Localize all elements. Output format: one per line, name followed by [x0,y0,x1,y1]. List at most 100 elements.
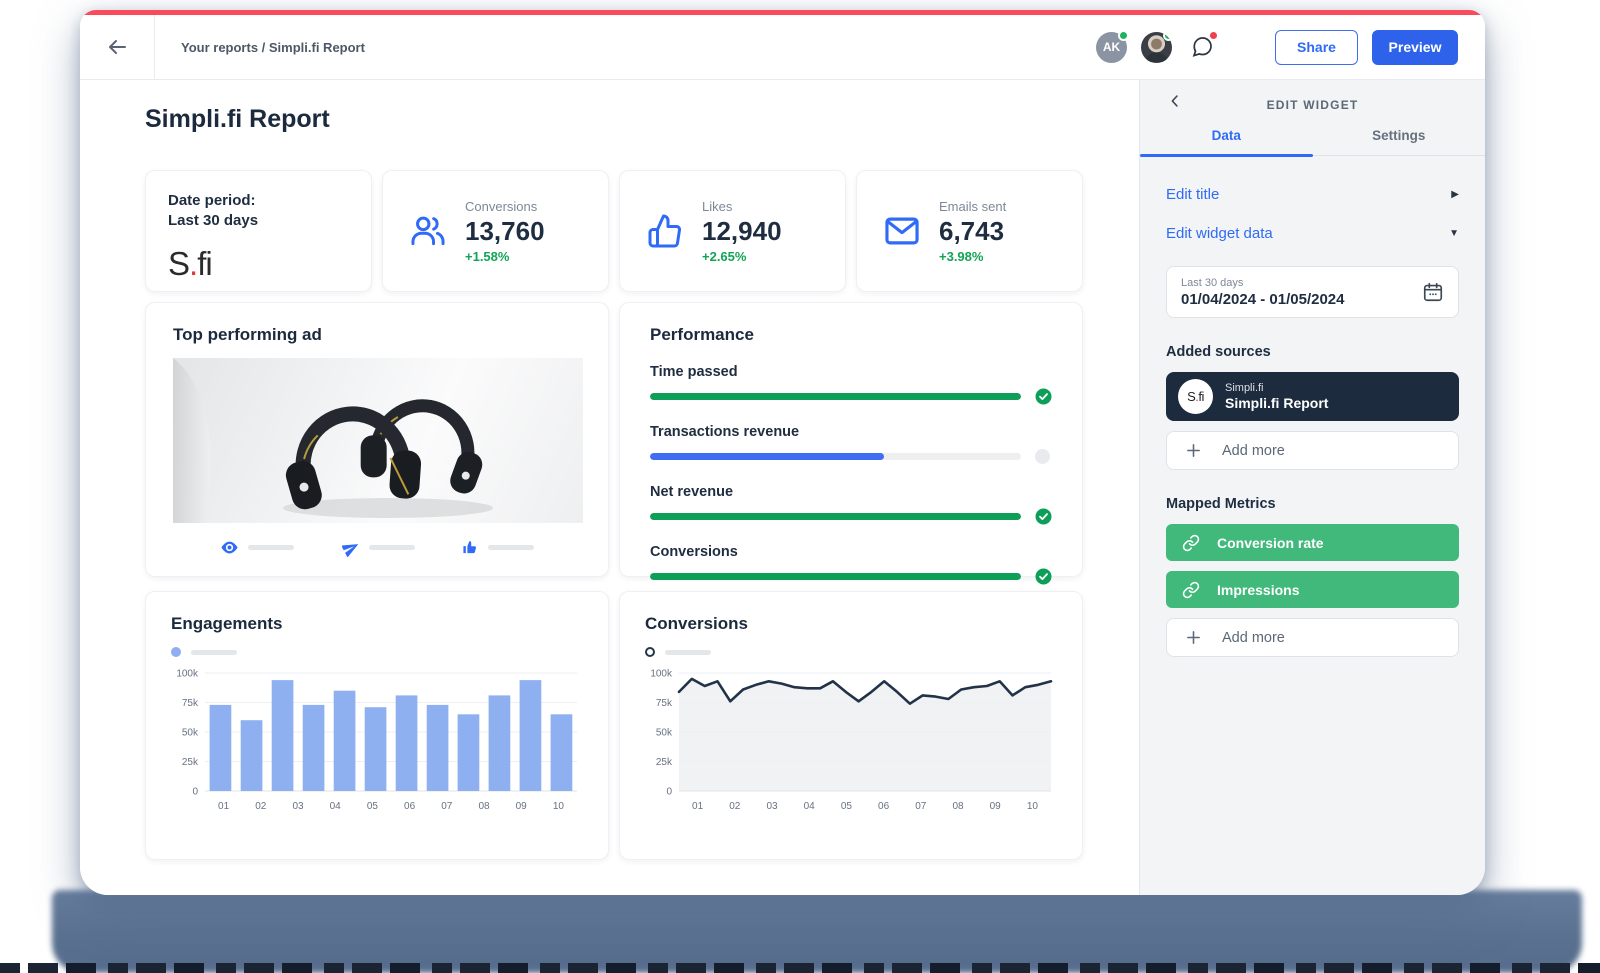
headphone-front [285,406,422,510]
ad-stat-sends [341,539,415,557]
kpi-label: Emails sent [939,198,1007,214]
card-title: Performance [650,325,754,344]
preview-button[interactable]: Preview [1372,29,1458,65]
performance-label: Net revenue [650,484,734,500]
online-dot [1163,31,1172,41]
add-more-label: Add more [1222,629,1285,646]
add-more-label: Add more [1222,442,1285,459]
edit-title-row[interactable]: Edit title ▶ [1166,186,1459,203]
svg-text:75k: 75k [182,698,199,709]
chart-legend [645,647,1057,657]
kpi-delta: +1.58% [465,248,510,264]
status-icon [1035,388,1052,405]
topbar: Your reports / Simpli.fi Report AK [80,15,1485,80]
kpi-label: Likes [702,198,733,214]
legend-dot [645,647,655,657]
svg-text:04: 04 [804,801,816,812]
kpi-value: 6,743 [939,215,1005,246]
metric-conversion-rate[interactable]: Conversion rate [1166,524,1459,561]
svg-text:0: 0 [192,787,198,798]
svg-text:100k: 100k [176,669,199,680]
svg-text:08: 08 [952,801,964,812]
mapped-metrics-label: Mapped Metrics [1166,496,1276,512]
date-range-value: 01/04/2024 - 01/05/2024 [1181,290,1345,308]
chevron-left-icon[interactable] [1166,92,1184,110]
svg-text:10: 10 [1027,801,1039,812]
edit-title-link[interactable]: Edit title [1166,186,1220,203]
progress-fill [650,513,1021,520]
svg-text:75k: 75k [656,698,673,709]
source-card-simplifi[interactable]: S. fi Simpli.fi Simpli.fi Report [1166,372,1459,421]
source-report-name: Simpli.fi Report [1225,395,1329,411]
avatar-initials-text: AK [1102,40,1121,54]
avatar-initials[interactable]: AK [1096,29,1129,63]
online-dot [1118,29,1129,41]
performance-label: Conversions [650,544,738,560]
date-preset-label: Last 30 days [1181,276,1244,289]
svg-text:06: 06 [404,801,416,812]
panel-header: EDIT WIDGET [1140,80,1485,116]
plus-icon [1187,631,1200,644]
svg-text:50k: 50k [182,728,199,739]
share-button[interactable]: Share [1275,29,1358,65]
edit-widget-panel: EDIT WIDGET Data Settings Edit title ▶ E… [1139,80,1485,895]
date-period-label: Date period: [168,192,256,209]
performance-card[interactable]: Performance Time passed Transactions rev… [619,302,1083,585]
svg-text:10: 10 [553,801,565,812]
svg-text:25k: 25k [182,757,199,768]
kpi-delta: +3.98% [939,248,984,264]
performance-row: Net revenue [650,484,1052,525]
kpi-delta: +2.65% [702,248,747,264]
thumbs-up-icon [463,541,476,554]
engagements-chart-card[interactable]: Engagements 0 25k 50k 75k 100k 01 02 03 04 05 06 07… [145,591,609,860]
link-icon [1182,534,1200,551]
source-network: Simpli.fi [1225,382,1264,394]
back-button[interactable] [80,15,155,79]
svg-text:0: 0 [666,787,672,798]
tab-data[interactable]: Data [1140,128,1313,157]
legend-dot [171,647,181,657]
breadcrumb[interactable]: Your reports / Simpli.fi Report [181,39,365,55]
svg-text:05: 05 [841,801,853,812]
app-window: Your reports / Simpli.fi Report AK [80,10,1485,895]
top-accent-strip [80,10,1485,15]
line-chart: 0 25k 50k 75k 100k 01 02 03 04 05 06 07 08 09 10 [650,669,1053,812]
date-period-card[interactable]: Date period: Last 30 days S.fi [145,170,372,292]
chevron-down-icon: ▼ [1449,228,1459,239]
kpi-label: Conversions [465,198,538,214]
stat-placeholder-bar [487,545,534,550]
chat-bubble-icon [1192,37,1212,57]
metric-label: Conversion rate [1217,534,1324,551]
tab-settings[interactable]: Settings [1372,128,1426,143]
progress-track [650,573,1021,580]
performance-row: Transactions revenue [650,424,1052,465]
svg-text:09: 09 [516,801,528,812]
kpi-card-conversions[interactable]: Conversions 13,760 +1.58% [382,170,609,292]
edit-widget-data-link[interactable]: Edit widget data [1166,225,1273,242]
legend-placeholder-bar [665,649,711,655]
metric-impressions[interactable]: Impressions [1166,571,1459,608]
performance-row: Time passed [650,364,1052,405]
conversions-chart-card[interactable]: Conversions 0 25k 50k 75k 100k 01 02 03 04 05 06 07… [619,591,1083,860]
card-title: Top performing ad [173,325,322,344]
svg-text:07: 07 [441,801,453,812]
kpi-card-emails[interactable]: Emails sent 6,743 +3.98% [856,170,1083,292]
date-range-picker[interactable]: Last 30 days 01/04/2024 - 01/05/2024 [1166,266,1459,318]
top-performing-ad-card[interactable]: Top performing ad [145,302,609,577]
svg-text:04: 04 [330,801,342,812]
edit-widget-data-row[interactable]: Edit widget data ▼ [1166,225,1459,242]
svg-text:06: 06 [878,801,890,812]
progress-fill [650,453,884,460]
svg-text:02: 02 [255,801,267,812]
kpi-card-likes[interactable]: Likes 12,940 +2.65% [619,170,846,292]
add-metric-button[interactable]: Add more [1166,618,1459,657]
avatar-photo[interactable] [1141,31,1172,63]
notification-dot [1208,29,1219,41]
panel-tabs: Data Settings [1140,128,1485,157]
svg-text:08: 08 [478,801,490,812]
svg-text:07: 07 [915,801,927,812]
add-source-button[interactable]: Add more [1166,431,1459,470]
thumbs-up-icon [644,213,686,249]
chat-button[interactable] [1186,29,1219,63]
